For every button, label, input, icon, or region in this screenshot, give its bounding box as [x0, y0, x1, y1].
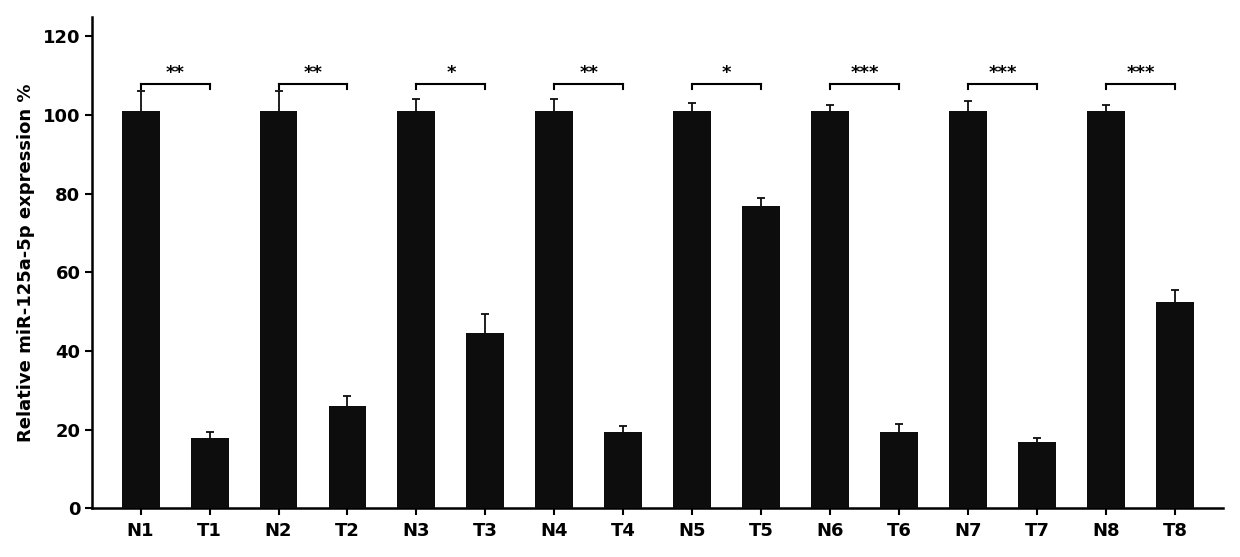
Text: ***: *** — [1126, 63, 1154, 81]
Bar — [1156, 302, 1194, 509]
Bar — [329, 406, 367, 509]
Bar — [1087, 111, 1125, 509]
Bar — [673, 111, 712, 509]
Bar — [122, 111, 160, 509]
Bar — [743, 206, 780, 509]
Bar — [191, 438, 228, 509]
Text: ***: *** — [988, 63, 1017, 81]
Bar — [880, 432, 918, 509]
Text: *: * — [446, 63, 455, 81]
Bar — [1018, 442, 1056, 509]
Bar — [604, 432, 642, 509]
Bar — [949, 111, 987, 509]
Text: ***: *** — [851, 63, 879, 81]
Bar — [536, 111, 573, 509]
Bar — [259, 111, 298, 509]
Text: *: * — [722, 63, 732, 81]
Text: **: ** — [304, 63, 322, 81]
Text: **: ** — [166, 63, 185, 81]
Bar — [811, 111, 849, 509]
Bar — [466, 334, 505, 509]
Text: **: ** — [579, 63, 599, 81]
Y-axis label: Relative miR-125a-5p expression %: Relative miR-125a-5p expression % — [16, 84, 35, 442]
Bar — [398, 111, 435, 509]
